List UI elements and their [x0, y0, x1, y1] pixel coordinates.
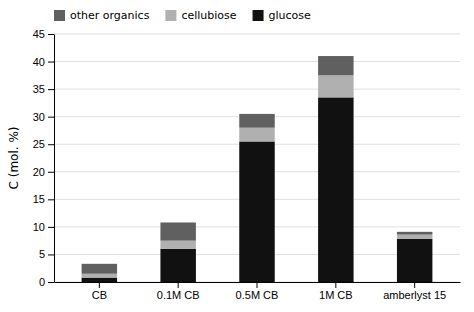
tick-mark — [48, 117, 54, 118]
tick: 30 — [33, 111, 54, 123]
tick-mark — [48, 254, 54, 255]
tick-mark — [48, 282, 54, 283]
bar — [239, 141, 274, 282]
tick-label: 10 — [33, 221, 45, 233]
tick: CB — [92, 282, 107, 301]
tick-label: 20 — [33, 166, 45, 178]
bar — [160, 241, 195, 249]
tick-label: 1M CB — [319, 289, 353, 301]
legend-swatch — [253, 10, 264, 21]
tick: 20 — [33, 166, 54, 178]
bar — [318, 97, 353, 282]
bar — [160, 222, 195, 240]
tick-label: 0.1M CB — [157, 289, 200, 301]
bar — [239, 128, 274, 142]
legend-label: other organics — [70, 9, 150, 22]
tick-label: 5 — [39, 248, 45, 260]
tick-mark — [48, 172, 54, 173]
tick: 35 — [33, 83, 54, 95]
tick: 1M CB — [319, 282, 353, 301]
grid-line — [54, 89, 460, 90]
y-axis-title: C (mol. %) — [7, 127, 21, 190]
y-axis: 0 5 10 15 20 25 30 35 40 45 — [33, 28, 55, 288]
tick-mark — [48, 89, 54, 90]
bar — [239, 114, 274, 128]
tick-mark — [48, 62, 54, 63]
bar — [397, 235, 432, 239]
series — [82, 75, 433, 277]
chart: 0 5 10 15 20 25 30 35 40 45 CB 0.1M CB 0.5M CB 1M CB a… — [0, 0, 474, 312]
legend-swatch — [54, 10, 65, 21]
tick: 25 — [33, 138, 54, 150]
legend-label: cellubiose — [181, 9, 236, 22]
tick-label: 25 — [33, 138, 45, 150]
legend-item: other organics — [54, 9, 150, 22]
tick-mark — [48, 199, 54, 200]
tick: 15 — [33, 193, 54, 205]
bar — [82, 278, 117, 282]
tick-mark — [48, 227, 54, 228]
tick: 10 — [33, 221, 54, 233]
legend-item: glucose — [253, 9, 312, 22]
bar — [397, 239, 432, 282]
bar — [82, 264, 117, 274]
tick-mark — [178, 282, 179, 288]
tick-label: 0 — [39, 276, 45, 288]
bar — [397, 232, 432, 235]
bar — [82, 274, 117, 278]
tick-label: 35 — [33, 83, 45, 95]
bars — [82, 56, 433, 282]
tick: 45 — [33, 28, 54, 40]
tick-mark — [335, 282, 336, 288]
legend-swatch — [165, 10, 176, 21]
legend-item: cellubiose — [165, 9, 236, 22]
grid-line — [54, 34, 460, 35]
tick-mark — [414, 282, 415, 288]
axis-line — [54, 35, 55, 283]
tick-mark — [99, 282, 100, 288]
legend-label: glucose — [269, 9, 312, 22]
tick-label: CB — [92, 289, 107, 301]
tick-mark — [257, 282, 258, 288]
tick-label: 0.5M CB — [236, 289, 279, 301]
tick: 0.5M CB — [236, 282, 279, 301]
series — [82, 97, 433, 282]
tick-label: 40 — [33, 56, 45, 68]
bar — [160, 249, 195, 282]
tick-label: amberlyst 15 — [383, 289, 446, 301]
tick: 0 — [39, 276, 54, 288]
series — [82, 56, 433, 274]
tick-mark — [48, 34, 54, 35]
grid-line — [54, 61, 460, 62]
grid — [54, 34, 460, 282]
x-axis: CB 0.1M CB 0.5M CB 1M CB amberlyst 15 — [55, 282, 461, 301]
tick: 5 — [39, 248, 54, 260]
tick-label: 30 — [33, 111, 45, 123]
bar — [318, 75, 353, 97]
tick-label: 45 — [33, 28, 45, 40]
bar — [318, 56, 353, 75]
tick-mark — [48, 144, 54, 145]
tick: amberlyst 15 — [383, 282, 446, 301]
legend: other organics cellubiose glucose — [54, 9, 311, 22]
tick: 40 — [33, 56, 54, 68]
tick: 0.1M CB — [157, 282, 200, 301]
tick-label: 15 — [33, 193, 45, 205]
